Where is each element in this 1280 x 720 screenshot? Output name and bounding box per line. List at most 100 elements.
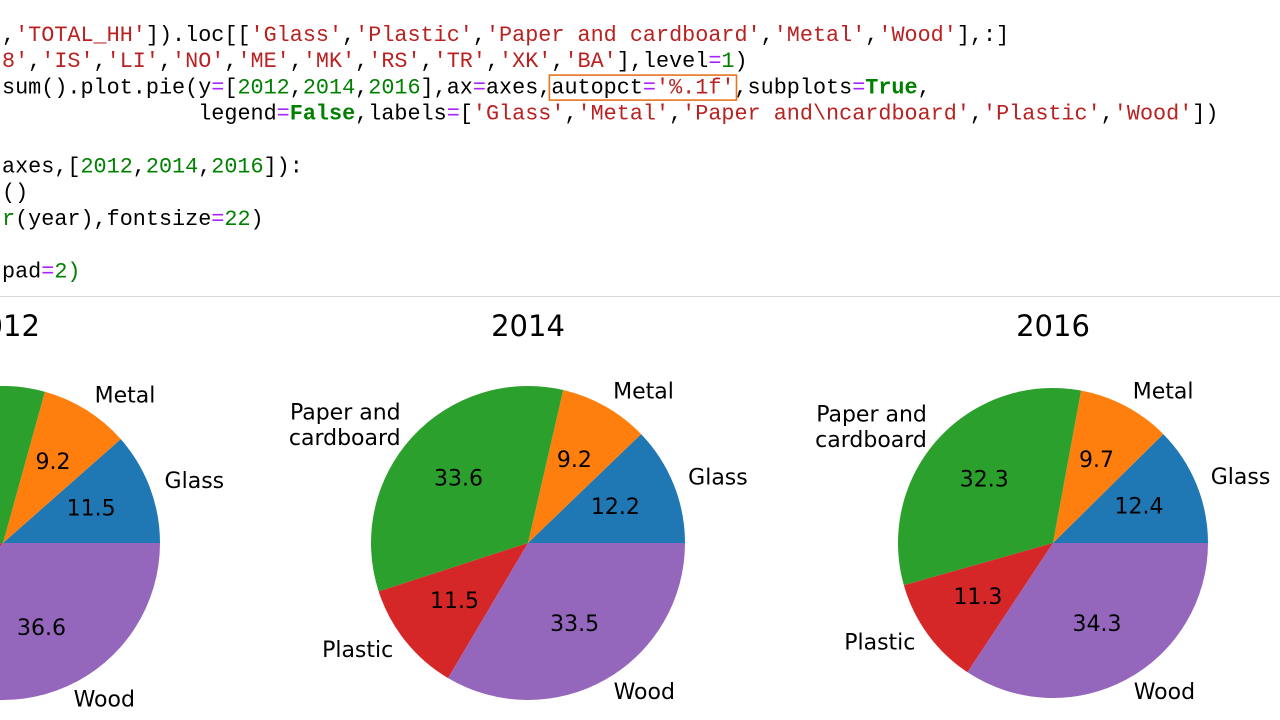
code-token: 'Wood' — [878, 23, 956, 48]
code-token: , — [133, 154, 146, 179]
value-label: 9.2 — [557, 448, 592, 473]
code-token: True — [865, 75, 917, 100]
code-token: (year),fontsize — [15, 207, 211, 232]
code-token: , — [198, 154, 211, 179]
code-token: 2) — [54, 259, 80, 284]
code-token: ) — [251, 207, 264, 232]
code-cell — [0, 0, 1280, 296]
code-token: 'XK' — [499, 49, 551, 74]
value-label: 33.5 — [550, 612, 599, 637]
code-token: , — [342, 23, 355, 48]
code-token: = — [447, 102, 460, 127]
pie-wedge — [967, 543, 1208, 698]
code-token: 'TOTAL_HH' — [15, 23, 146, 48]
code-token: legend — [2, 102, 277, 127]
code-token: 'Metal' — [774, 23, 866, 48]
chart-title: 2014 — [491, 309, 565, 343]
code-token: = — [41, 259, 54, 284]
code-token: 2016 — [368, 75, 420, 100]
value-label: 34.3 — [1073, 612, 1122, 637]
code-token: ]): — [264, 154, 303, 179]
code-token: 'Plastic' — [355, 23, 473, 48]
value-label: 36.6 — [17, 616, 66, 641]
pie-wedge — [898, 387, 1082, 586]
code-token: , — [290, 75, 303, 100]
wedge-label: Metal — [95, 384, 156, 409]
code-token: 'LI' — [107, 49, 159, 74]
code-token: , — [290, 49, 303, 74]
code-token: , — [94, 49, 107, 74]
code-token: , — [761, 23, 774, 48]
code-token: 2014 — [146, 154, 198, 179]
pie-wedge — [1053, 434, 1208, 543]
code-token: 'Plastic' — [983, 102, 1101, 127]
pie-wedge — [378, 543, 528, 679]
code-token: ],:] — [957, 23, 1009, 48]
code-token: r — [2, 207, 15, 232]
pie-chart: 2014 12.2 Glass 9.2 Metal 33.6 Paper and cardbo… — [289, 309, 748, 705]
value-label: 9.7 — [1079, 448, 1114, 473]
code-token: , — [865, 23, 878, 48]
code-token: , — [355, 49, 368, 74]
value-label: 12.4 — [1115, 495, 1164, 520]
wedge-label: Glass — [165, 469, 225, 494]
code-token: ]) — [1192, 102, 1218, 127]
code-block: , 'TOTAL_HH']).loc[['Glass', 'Plastic', 'Pa… — [2, 23, 1218, 285]
code-token: autopct — [551, 75, 643, 100]
pie-wedge — [3, 391, 121, 543]
wedge-label: Glass — [688, 465, 748, 490]
value-label: 32.3 — [960, 467, 1009, 492]
code-token: = — [211, 75, 224, 100]
value-label: 9.2 — [35, 450, 70, 475]
code-token: axes, — [486, 75, 551, 100]
code-token: , — [669, 102, 682, 127]
code-token: 'Paper and cardboard' — [486, 23, 761, 48]
code-token: , — [1101, 102, 1114, 127]
code-token: pad — [2, 259, 41, 284]
pie-wedge — [0, 543, 3, 547]
code-token: '%.1f' — [656, 75, 734, 100]
code-token: = — [852, 75, 865, 100]
value-label: 11.5 — [67, 497, 116, 522]
code-token: 'RS' — [368, 49, 420, 74]
wedge-label: Paper and cardboard — [289, 401, 401, 451]
code-token: = — [708, 49, 721, 74]
code-token: ,subplots — [734, 75, 852, 100]
wedge-label: Metal — [1133, 379, 1194, 404]
wedge-label: Wood — [1134, 680, 1195, 705]
code-token: () — [2, 181, 28, 206]
code-token: 'Metal' — [578, 102, 670, 127]
value-label: 12.2 — [591, 495, 640, 520]
code-token: , — [473, 23, 486, 48]
code-token: = — [473, 75, 486, 100]
code-token: ,labels — [355, 102, 447, 127]
code-token: 'IS' — [41, 49, 93, 74]
code-token: , — [355, 75, 368, 100]
code-token: = — [277, 102, 290, 127]
code-token: , — [224, 49, 237, 74]
pie-wedge — [0, 386, 45, 544]
code-token: 'BA' — [564, 49, 616, 74]
pie-wedge — [1053, 390, 1164, 543]
pie-chart: 2016 12.4 Glass 9.7 Metal 32.3 Paper and cardbo… — [815, 309, 1270, 705]
code-token: ) — [734, 49, 747, 74]
code-token: ],ax — [421, 75, 473, 100]
code-token: 'Wood' — [1114, 102, 1192, 127]
code-token: 'ME' — [237, 49, 289, 74]
wedge-label: Plastic — [844, 631, 915, 656]
code-token: 2014 — [303, 75, 355, 100]
code-token: [ — [224, 75, 237, 100]
wedge-label: Wood — [614, 680, 675, 705]
chart-title: 2016 — [1016, 309, 1090, 343]
wedge-label: Paper and cardboard — [815, 403, 927, 453]
pie-wedge — [903, 543, 1053, 673]
code-token: False — [290, 102, 355, 127]
code-token: = — [211, 207, 224, 232]
code-token: , — [918, 75, 931, 100]
code-token: 22 — [224, 207, 250, 232]
code-token: , — [28, 49, 41, 74]
chart-title: 2012 — [0, 309, 40, 343]
